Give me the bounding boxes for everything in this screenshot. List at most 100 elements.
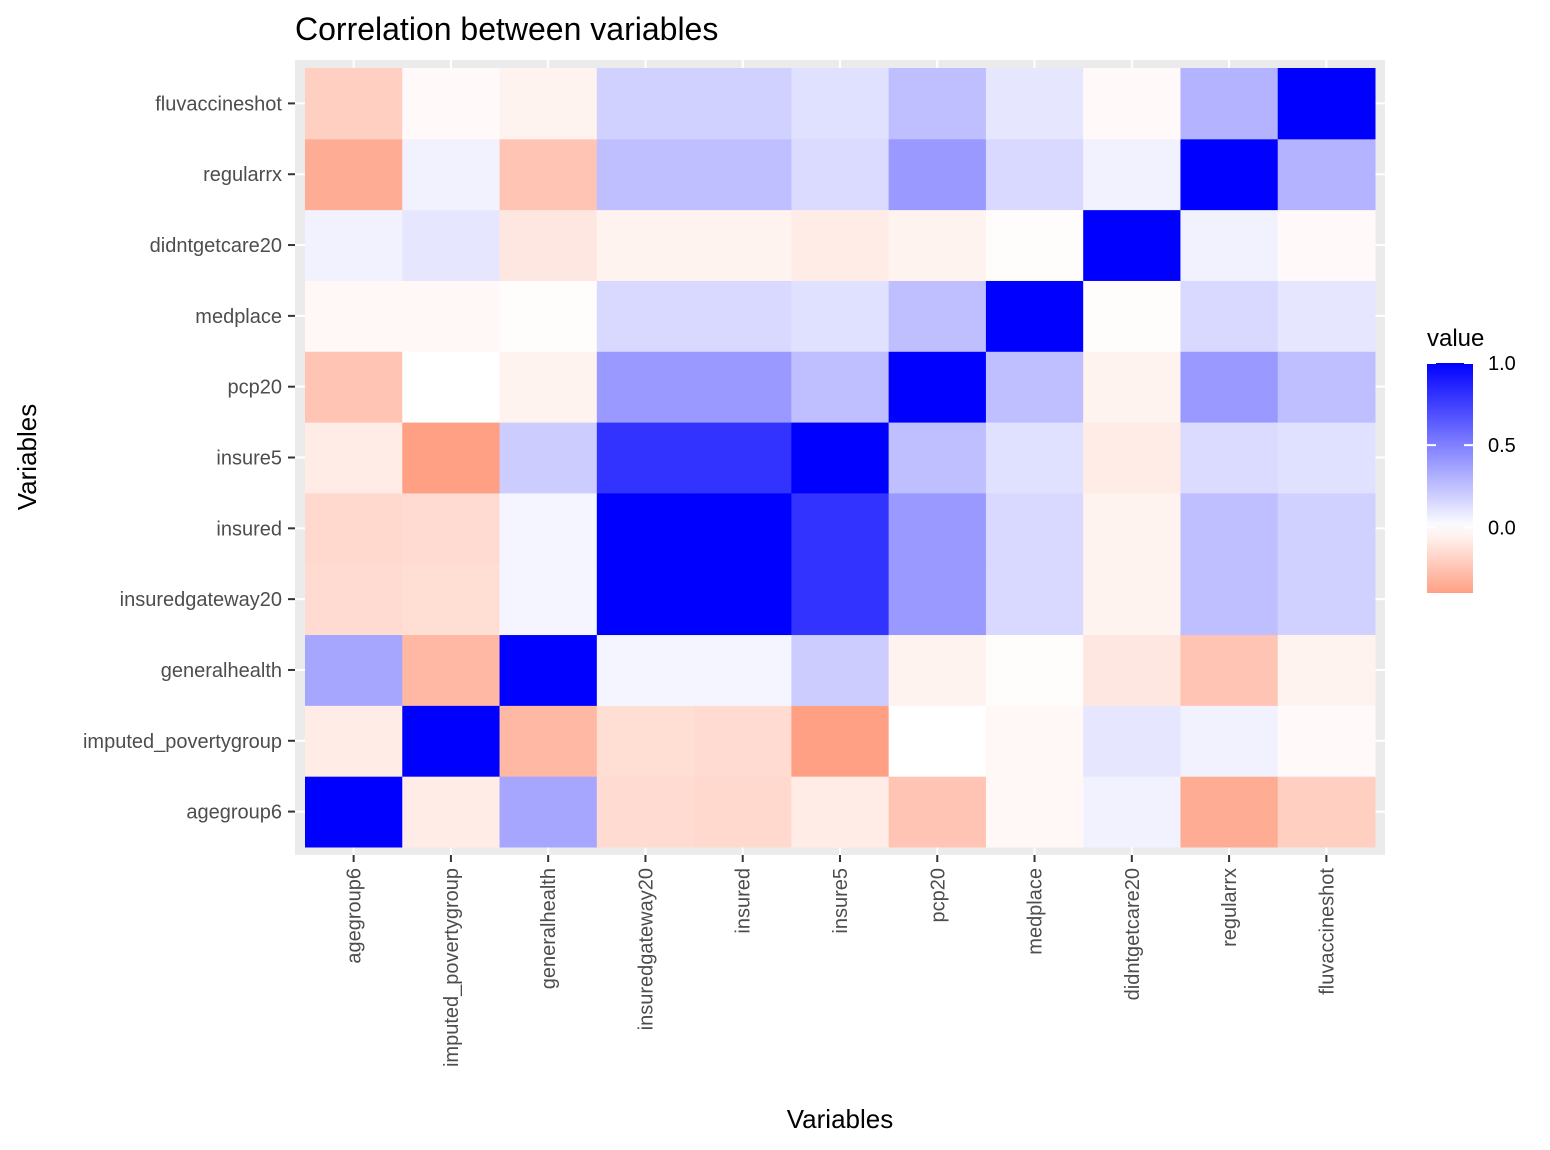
heatmap-cell-generalhealth-insuredgateway20 <box>596 634 695 706</box>
heatmap-cell-agegroup6-agegroup6 <box>305 776 403 848</box>
heatmap-cell-insured-insure5 <box>791 492 890 565</box>
y-tick-label-regularrx: regularrx <box>203 164 282 186</box>
x-tick-label-pcp20: pcp20 <box>927 868 949 923</box>
heatmap-cell-medplace-didntgetcare20 <box>1083 280 1181 352</box>
heatmap-cell-insure5-regularrx <box>1180 422 1279 494</box>
heatmap-cell-medplace-insure5 <box>791 280 890 352</box>
heatmap-cell-medplace-insured <box>694 280 792 352</box>
heatmap-cell-insure5-pcp20 <box>888 422 987 494</box>
x-tick-label-fluvaccineshot: fluvaccineshot <box>1316 868 1338 995</box>
heatmap-cell-insuredgateway20-insure5 <box>791 563 890 636</box>
heatmap-cell-imputed_povertygroup-imputed_povertygroup <box>402 705 501 777</box>
heatmap-cell-didntgetcare20-medplace <box>985 209 1084 281</box>
heatmap-cell-insuredgateway20-fluvaccineshot <box>1277 563 1376 636</box>
heatmap-cell-didntgetcare20-imputed_povertygroup <box>402 209 501 281</box>
legend-tick-label: 1.0 <box>1488 353 1516 375</box>
heatmap-cell-imputed_povertygroup-insure5 <box>791 705 890 777</box>
x-tick-label-insuredgateway20: insuredgateway20 <box>635 868 657 1030</box>
x-tick-label-insure5: insure5 <box>830 868 852 934</box>
heatmap-cell-generalhealth-insured <box>694 634 792 706</box>
heatmap-cell-imputed_povertygroup-pcp20 <box>888 705 987 777</box>
heatmap-cell-insured-insuredgateway20 <box>596 492 695 565</box>
heatmap-cell-pcp20-didntgetcare20 <box>1083 351 1181 423</box>
x-tick-label-regularrx: regularrx <box>1219 868 1241 947</box>
heatmap-cell-insuredgateway20-insuredgateway20 <box>596 563 695 636</box>
heatmap-cell-fluvaccineshot-medplace <box>985 68 1084 140</box>
heatmap-cell-insured-medplace <box>985 492 1084 565</box>
y-axis: agegroup6 imputed_povertygroup generalheal… <box>83 93 295 824</box>
heatmap-cell-insure5-agegroup6 <box>305 422 403 494</box>
heatmap-cell-regularrx-imputed_povertygroup <box>402 138 501 211</box>
color-legend: value 1.0 0.5 0.0 <box>1427 325 1516 593</box>
heatmap-cell-imputed_povertygroup-didntgetcare20 <box>1083 705 1181 777</box>
heatmap-cell-agegroup6-medplace <box>985 776 1084 848</box>
heatmap-cell-insured-agegroup6 <box>305 492 403 565</box>
chart-title: Correlation between variables <box>295 11 718 47</box>
heatmap-cell-didntgetcare20-generalhealth <box>499 209 598 281</box>
heatmap-cell-didntgetcare20-regularrx <box>1180 209 1279 281</box>
heatmap-cell-pcp20-insured <box>694 351 792 423</box>
heatmap-cell-insuredgateway20-regularrx <box>1180 563 1279 636</box>
heatmap-cell-insure5-imputed_povertygroup <box>402 422 501 494</box>
heatmap-cell-insured-didntgetcare20 <box>1083 492 1181 565</box>
heatmap-cell-imputed_povertygroup-insuredgateway20 <box>596 705 695 777</box>
heatmap-cell-didntgetcare20-insured <box>694 209 792 281</box>
heatmap-cell-insure5-generalhealth <box>499 422 598 494</box>
heatmap-cell-imputed_povertygroup-regularrx <box>1180 705 1279 777</box>
heatmap-cell-agegroup6-insured <box>694 776 792 848</box>
heatmap-cell-fluvaccineshot-generalhealth <box>499 68 598 140</box>
y-tick-label-medplace: medplace <box>195 306 282 328</box>
heatmap-cell-fluvaccineshot-insure5 <box>791 68 890 140</box>
y-tick-label-insuredgateway20: insuredgateway20 <box>120 589 282 611</box>
heatmap-cell-pcp20-pcp20 <box>888 351 987 423</box>
heatmap-cell-medplace-agegroup6 <box>305 280 403 352</box>
heatmap-cell-insured-pcp20 <box>888 492 987 565</box>
legend-title: value <box>1427 325 1484 352</box>
y-tick-label-insure5: insure5 <box>216 448 282 470</box>
heatmap-cell-pcp20-generalhealth <box>499 351 598 423</box>
x-tick-label-generalhealth: generalhealth <box>538 868 560 989</box>
heatmap-cell-fluvaccineshot-agegroup6 <box>305 68 403 140</box>
x-axis: agegroup6 imputed_povertygroup generalheal… <box>344 855 1338 1067</box>
heatmap-cell-medplace-imputed_povertygroup <box>402 280 501 352</box>
heatmap-cell-fluvaccineshot-insured <box>694 68 792 140</box>
heatmap-cell-insure5-didntgetcare20 <box>1083 422 1181 494</box>
heatmap-cell-didntgetcare20-insure5 <box>791 209 890 281</box>
y-tick-label-didntgetcare20: didntgetcare20 <box>150 235 282 257</box>
heatmap-cell-regularrx-regularrx <box>1180 138 1279 211</box>
heatmap-cell-agegroup6-insuredgateway20 <box>596 776 695 848</box>
heatmap-cell-regularrx-didntgetcare20 <box>1083 138 1181 211</box>
heatmap-cell-insured-regularrx <box>1180 492 1279 565</box>
heatmap-cell-regularrx-insure5 <box>791 138 890 211</box>
heatmap-cell-imputed_povertygroup-fluvaccineshot <box>1277 705 1376 777</box>
heatmap-cell-generalhealth-didntgetcare20 <box>1083 634 1181 706</box>
heatmap-cell-insuredgateway20-pcp20 <box>888 563 987 636</box>
heatmap-cell-imputed_povertygroup-medplace <box>985 705 1084 777</box>
heatmap-cell-insure5-insured <box>694 422 792 494</box>
heatmap-cell-fluvaccineshot-imputed_povertygroup <box>402 68 501 140</box>
heatmap-cell-didntgetcare20-pcp20 <box>888 209 987 281</box>
heatmap-cell-regularrx-insured <box>694 138 792 211</box>
heatmap-cell-generalhealth-pcp20 <box>888 634 987 706</box>
heatmap-cells <box>305 68 1376 848</box>
heatmap-cell-pcp20-regularrx <box>1180 351 1279 423</box>
heatmap-cell-insured-fluvaccineshot <box>1277 492 1376 565</box>
heatmap-cell-medplace-fluvaccineshot <box>1277 280 1376 352</box>
heatmap-cell-agegroup6-fluvaccineshot <box>1277 776 1376 848</box>
y-tick-label-fluvaccineshot: fluvaccineshot <box>155 93 282 115</box>
heatmap-cell-insure5-fluvaccineshot <box>1277 422 1376 494</box>
legend-tick-label: 0.0 <box>1488 517 1516 539</box>
heatmap-cell-insured-generalhealth <box>499 492 598 565</box>
heatmap-cell-didntgetcare20-insuredgateway20 <box>596 209 695 281</box>
heatmap-cell-generalhealth-medplace <box>985 634 1084 706</box>
heatmap-cell-insuredgateway20-medplace <box>985 563 1084 636</box>
heatmap-cell-imputed_povertygroup-insured <box>694 705 792 777</box>
legend-colorbar <box>1427 363 1473 593</box>
heatmap-cell-pcp20-insuredgateway20 <box>596 351 695 423</box>
heatmap-cell-insure5-insure5 <box>791 422 890 494</box>
heatmap-cell-generalhealth-generalhealth <box>499 634 598 706</box>
heatmap-cell-agegroup6-generalhealth <box>499 776 598 848</box>
heatmap-cell-agegroup6-regularrx <box>1180 776 1279 848</box>
heatmap-cell-didntgetcare20-agegroup6 <box>305 209 403 281</box>
